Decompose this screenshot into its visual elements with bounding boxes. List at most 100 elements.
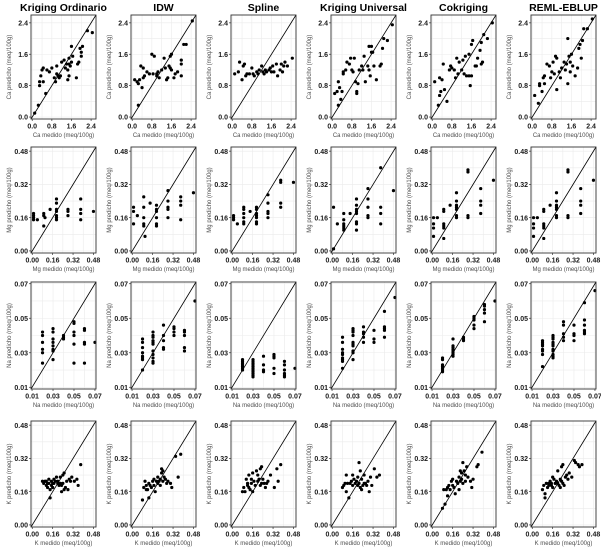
data-point (566, 477, 570, 481)
data-point (574, 460, 578, 465)
x-axis-title: Mg medido (meq/100g) (332, 267, 394, 273)
x-tick-label: 0.16 (446, 532, 460, 539)
y-tick-label: 0.03 (314, 350, 328, 357)
data-point (163, 66, 167, 70)
data-point (544, 481, 548, 485)
panel-frame (330, 281, 397, 390)
y-tick-label: 0.0 (18, 115, 28, 122)
y-tick-label: 0.00 (214, 523, 228, 530)
x-tick-label: 0.05 (167, 394, 181, 401)
data-point (51, 330, 55, 334)
data-point (442, 209, 446, 214)
data-point (242, 211, 246, 216)
data-point (251, 375, 255, 379)
data-point (151, 335, 155, 339)
reference-line-1to1 (330, 14, 397, 120)
data-point (261, 354, 266, 358)
data-point (579, 186, 583, 191)
data-point (156, 70, 160, 74)
x-tick-label: 0.01 (425, 394, 439, 401)
x-tick-label: 0.0 (127, 124, 137, 131)
data-point (166, 189, 170, 193)
x-tick-label: 0.00 (525, 532, 539, 539)
data-point (72, 333, 76, 338)
data-point (45, 485, 50, 490)
panel-k-5: 0.00 0.00 0.16 0.16 0.32 0.32 0.48 0.48 K medido… (507, 420, 600, 547)
data-point (242, 222, 246, 226)
data-point (59, 490, 64, 494)
data-point (257, 477, 261, 481)
y-axis-title: Ca predicho (meq/100g) (507, 35, 513, 100)
x-tick-label: 0.32 (266, 258, 280, 265)
data-point (482, 308, 487, 312)
data-point (442, 226, 446, 230)
data-point (457, 475, 461, 479)
data-point (76, 483, 80, 488)
data-point (357, 68, 361, 72)
y-tick-label: 0.00 (414, 523, 428, 530)
data-point (262, 481, 266, 485)
data-point (345, 481, 350, 485)
data-point (48, 487, 52, 492)
data-point (351, 330, 355, 334)
data-point (154, 216, 159, 220)
data-point (371, 50, 375, 54)
x-tick-label: 0.0 (227, 124, 237, 131)
data-point (182, 345, 187, 350)
data-point (554, 199, 559, 203)
data-point (437, 76, 442, 80)
panel-na-3: 0.01 0.01 0.03 0.03 0.05 0.05 0.07 0.07 Na medid… (307, 281, 402, 409)
data-point (140, 337, 145, 341)
data-point (72, 479, 76, 483)
reference-line-1to1 (230, 14, 297, 120)
panel-mg-0: 0.00 0.00 0.16 0.16 0.32 0.32 0.48 0.48 Mg medid… (7, 146, 100, 273)
panel-ca-5: 0.0 0.0 0.8 0.8 1.6 1.6 2.4 2.4 Ca medido (meq/1… (507, 14, 597, 139)
data-point (549, 76, 553, 80)
data-point (140, 358, 145, 362)
data-point (454, 199, 459, 203)
data-point (445, 494, 450, 498)
y-axis-title: Ca predicho (meq/100g) (207, 35, 213, 100)
data-point (63, 66, 67, 70)
y-tick-label: 0.00 (14, 523, 28, 530)
x-tick-label: 0.48 (487, 532, 501, 539)
column-title: Kriging Ordinario (20, 2, 107, 14)
data-point (50, 66, 54, 70)
x-tick-label: 0.48 (287, 532, 301, 539)
data-point (62, 58, 66, 62)
data-point (166, 216, 170, 220)
data-point (531, 216, 536, 220)
data-point (362, 473, 366, 477)
panel-frame (530, 146, 597, 254)
data-point (269, 70, 274, 74)
data-point (554, 216, 559, 220)
data-point (566, 82, 570, 86)
data-point (72, 330, 76, 334)
y-tick-label: 0.32 (114, 182, 128, 189)
column-title: Spline (248, 2, 280, 14)
y-tick-label: 0.48 (214, 423, 228, 430)
data-point (141, 66, 145, 70)
x-tick-label: 0.16 (346, 258, 360, 265)
y-axis-title: Mg predicho (meq/100g) (407, 167, 413, 232)
data-point (591, 178, 596, 182)
data-point (479, 211, 483, 216)
data-point (590, 17, 594, 21)
data-point (66, 209, 70, 214)
x-tick-label: 0.05 (67, 394, 81, 401)
x-tick-label: 0.00 (125, 532, 139, 539)
data-point (251, 490, 255, 494)
panel-mg-4: 0.00 0.00 0.16 0.16 0.32 0.32 0.48 0.48 Mg medid… (407, 146, 500, 273)
data-point (372, 64, 376, 68)
data-point (43, 216, 47, 220)
data-point (459, 477, 464, 481)
data-point (472, 326, 476, 331)
x-tick-label: 0.01 (325, 394, 339, 401)
data-point (249, 481, 253, 485)
data-point (142, 195, 146, 199)
y-axis-title: Mg predicho (meq/100g) (7, 167, 13, 232)
data-point (442, 487, 446, 492)
data-point (551, 60, 555, 64)
data-point (372, 467, 376, 471)
data-point (137, 78, 142, 82)
